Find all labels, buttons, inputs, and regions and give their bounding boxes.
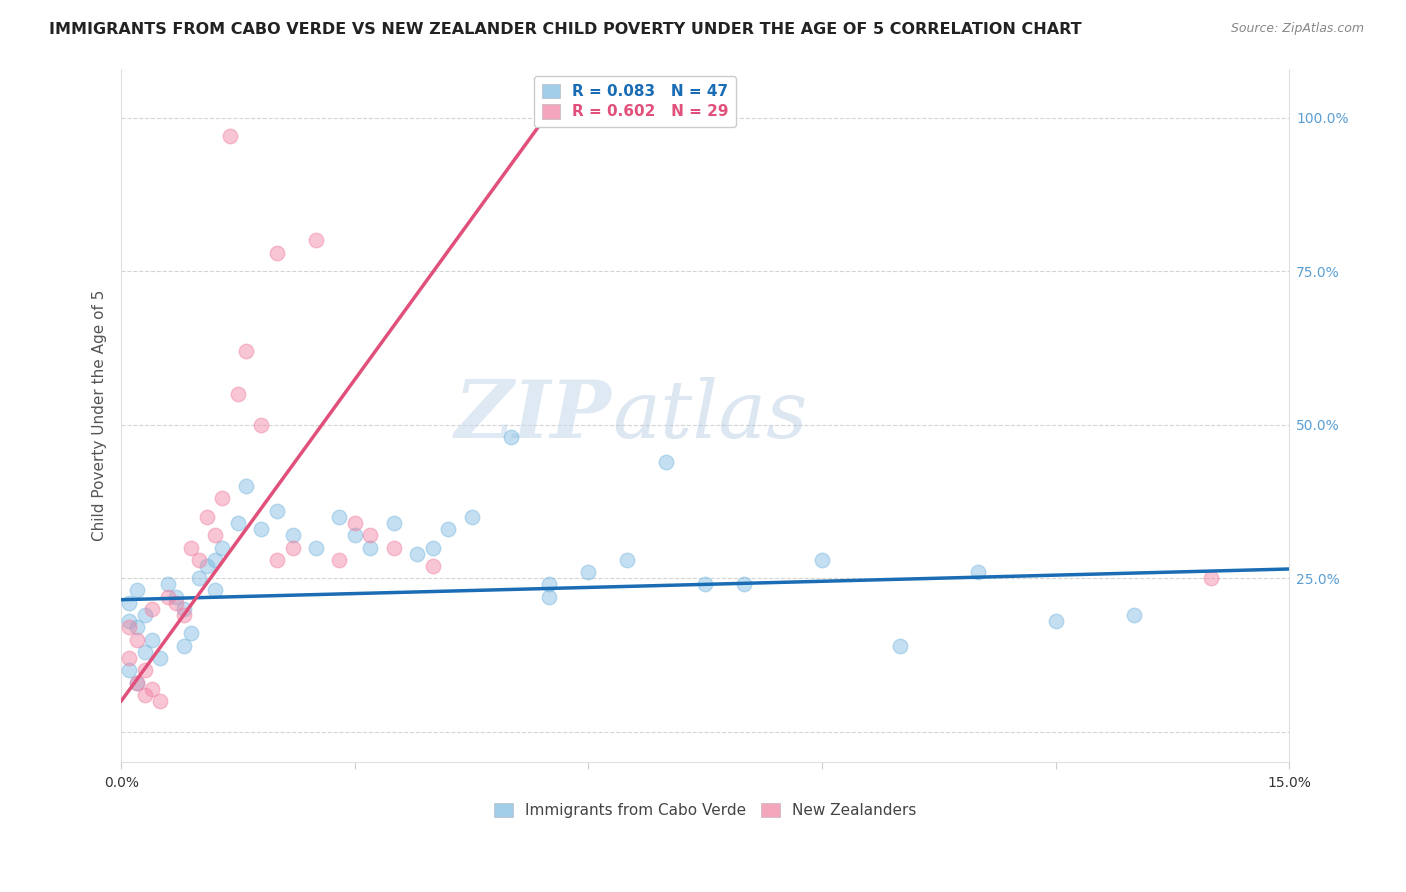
Point bbox=[173, 602, 195, 616]
Point bbox=[460, 509, 482, 524]
Point bbox=[281, 528, 304, 542]
Point bbox=[156, 590, 179, 604]
Point bbox=[250, 522, 273, 536]
Point bbox=[266, 245, 288, 260]
Point bbox=[195, 509, 218, 524]
Point bbox=[382, 541, 405, 555]
Point bbox=[118, 620, 141, 634]
Point bbox=[180, 541, 202, 555]
Point bbox=[165, 590, 187, 604]
Text: atlas: atlas bbox=[612, 376, 807, 454]
Point bbox=[134, 608, 156, 623]
Point bbox=[188, 571, 211, 585]
Point bbox=[173, 608, 195, 623]
Point bbox=[359, 541, 381, 555]
Point bbox=[173, 639, 195, 653]
Point bbox=[125, 675, 148, 690]
Point bbox=[266, 503, 288, 517]
Point bbox=[235, 343, 257, 358]
Point bbox=[578, 565, 600, 579]
Point bbox=[281, 541, 304, 555]
Point bbox=[165, 596, 187, 610]
Point bbox=[328, 553, 350, 567]
Point bbox=[180, 626, 202, 640]
Point bbox=[156, 577, 179, 591]
Point bbox=[422, 541, 444, 555]
Point bbox=[149, 651, 172, 665]
Point bbox=[204, 528, 226, 542]
Point bbox=[655, 454, 678, 468]
Point bbox=[305, 541, 328, 555]
Point bbox=[195, 558, 218, 573]
Point bbox=[226, 516, 249, 530]
Point bbox=[695, 577, 717, 591]
Text: Source: ZipAtlas.com: Source: ZipAtlas.com bbox=[1230, 22, 1364, 36]
Point bbox=[141, 602, 163, 616]
Text: IMMIGRANTS FROM CABO VERDE VS NEW ZEALANDER CHILD POVERTY UNDER THE AGE OF 5 COR: IMMIGRANTS FROM CABO VERDE VS NEW ZEALAN… bbox=[49, 22, 1081, 37]
Point bbox=[226, 387, 249, 401]
Point bbox=[811, 553, 834, 567]
Point bbox=[406, 547, 429, 561]
Point bbox=[966, 565, 988, 579]
Point bbox=[219, 129, 242, 144]
Point bbox=[188, 553, 211, 567]
Point bbox=[538, 577, 561, 591]
Point bbox=[134, 688, 156, 702]
Point bbox=[125, 675, 148, 690]
Point bbox=[437, 522, 460, 536]
Point bbox=[118, 596, 141, 610]
Point bbox=[118, 651, 141, 665]
Point bbox=[250, 417, 273, 432]
Point bbox=[118, 614, 141, 628]
Point bbox=[305, 234, 328, 248]
Point bbox=[359, 528, 381, 542]
Point bbox=[235, 479, 257, 493]
Point bbox=[118, 663, 141, 677]
Point bbox=[125, 583, 148, 598]
Y-axis label: Child Poverty Under the Age of 5: Child Poverty Under the Age of 5 bbox=[93, 290, 107, 541]
Point bbox=[1045, 614, 1067, 628]
Point bbox=[266, 553, 288, 567]
Point bbox=[343, 516, 366, 530]
Point bbox=[149, 694, 172, 708]
Point bbox=[134, 645, 156, 659]
Text: ZIP: ZIP bbox=[456, 376, 612, 454]
Point bbox=[499, 430, 522, 444]
Point bbox=[141, 632, 163, 647]
Point bbox=[125, 620, 148, 634]
Point bbox=[204, 553, 226, 567]
Point bbox=[616, 553, 638, 567]
Point bbox=[343, 528, 366, 542]
Point bbox=[889, 639, 911, 653]
Point bbox=[733, 577, 755, 591]
Point bbox=[422, 558, 444, 573]
Point bbox=[141, 681, 163, 696]
Point bbox=[328, 509, 350, 524]
Point bbox=[204, 583, 226, 598]
Point bbox=[1201, 571, 1223, 585]
Point bbox=[1122, 608, 1144, 623]
Point bbox=[538, 590, 561, 604]
Point bbox=[134, 663, 156, 677]
Point bbox=[211, 541, 233, 555]
Point bbox=[382, 516, 405, 530]
Legend: Immigrants from Cabo Verde, New Zealanders: Immigrants from Cabo Verde, New Zealande… bbox=[488, 797, 922, 824]
Point bbox=[125, 632, 148, 647]
Point bbox=[211, 491, 233, 506]
